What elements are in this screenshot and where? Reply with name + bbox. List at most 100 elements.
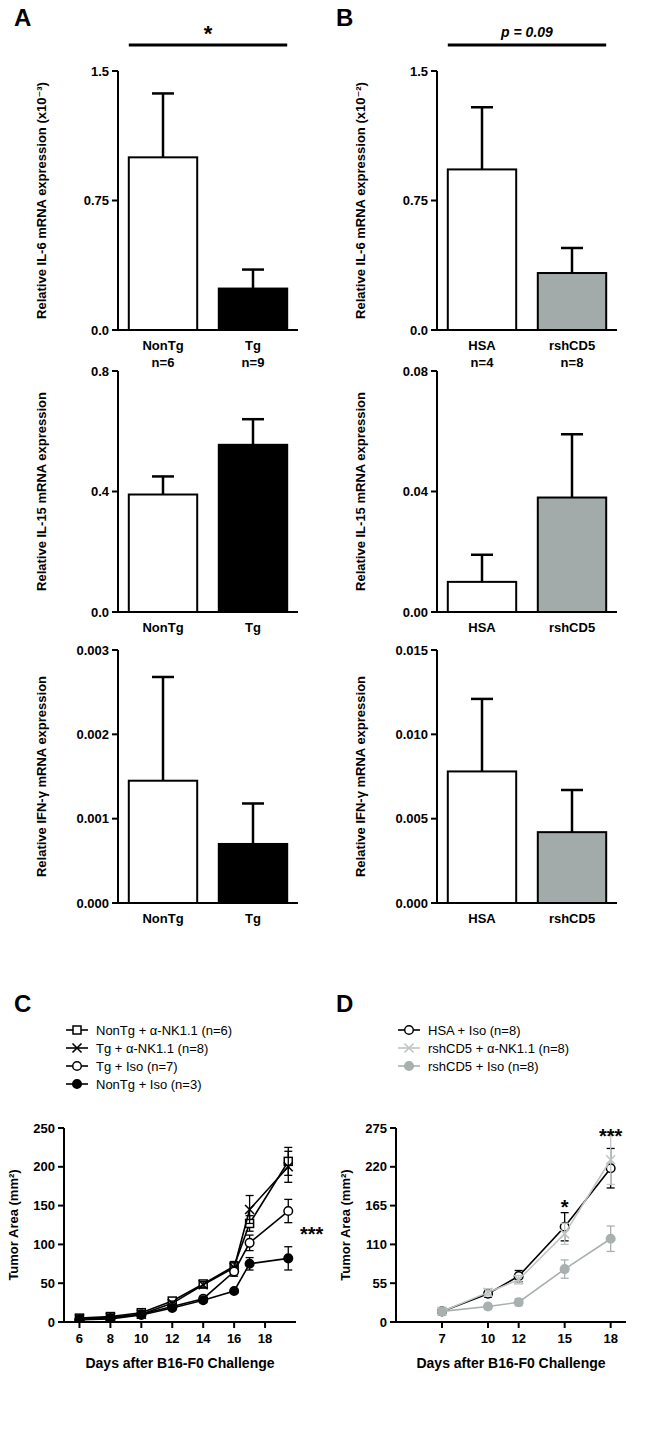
x-tick-label: 10 (481, 1331, 495, 1346)
legend-label: Tg + Iso (n=7) (96, 1059, 178, 1074)
y-tick (58, 1282, 64, 1284)
bar (219, 445, 287, 612)
y-tick-label: 100 (33, 1237, 55, 1252)
y-tick-label: 250 (33, 1121, 55, 1136)
marker (199, 1296, 208, 1305)
panel-label: D (336, 990, 353, 1017)
marker (73, 1080, 82, 1089)
category-label: rshCD5 (549, 620, 595, 635)
y-tick-label: 0 (48, 1315, 55, 1330)
error-cap (515, 1270, 523, 1271)
error-bar (246, 1196, 254, 1224)
legend-entry: Tg + Iso (n=7) (66, 1059, 178, 1074)
x-axis (437, 329, 617, 331)
bar-chart: 0.00.40.8Relative IL-15 mRNA expressionN… (34, 364, 298, 636)
background (0, 0, 650, 1445)
error-bar (152, 93, 174, 157)
sample-size-label: n=4 (471, 355, 495, 370)
marker (438, 1307, 447, 1316)
marker (284, 1254, 293, 1263)
error-cap (152, 676, 174, 679)
marker (560, 1229, 569, 1238)
y-tick (431, 902, 437, 904)
y-tick-label: 0.75 (403, 193, 428, 208)
sample-size-label: n=8 (561, 355, 584, 370)
marker (137, 1311, 146, 1320)
legend-entry: rshCD5 + Iso (n=8) (398, 1059, 539, 1074)
y-tick (58, 1127, 64, 1129)
line-chart: 710121518Days after B16-F0 Challenge0551… (338, 1023, 626, 1372)
error-bar (284, 1247, 292, 1270)
bar-chart: 0.000.040.08Relative IL-15 mRNA expressi… (353, 364, 617, 636)
x-tick-label: 7 (438, 1331, 445, 1346)
error-bar (561, 1223, 569, 1244)
error-bar (284, 1199, 292, 1222)
plot-area (75, 1147, 293, 1322)
error-bar (471, 107, 493, 169)
bar (219, 289, 287, 330)
marker (606, 1155, 615, 1164)
marker (245, 1260, 254, 1269)
error-line (252, 419, 255, 445)
error-cap (471, 106, 493, 109)
x-axis-label: Days after B16-F0 Challenge (85, 1355, 274, 1371)
legend-entry: Tg + α-NK1.1 (n=8) (66, 1041, 208, 1056)
y-tick (431, 818, 437, 820)
y-tick (112, 818, 118, 820)
error-cap (246, 1195, 254, 1196)
annotation: *** (300, 1223, 324, 1245)
y-tick-label: 0.4 (91, 484, 110, 499)
y-tick (112, 733, 118, 735)
plot-area (448, 107, 606, 330)
figure: ABCD0.00.751.5Relative IL-6 mRNA express… (0, 0, 650, 1445)
y-axis-label: Relative IFN-γ mRNA expression (353, 676, 368, 877)
y-axis-label: Relative IL-15 mRNA expression (353, 392, 368, 591)
y-tick-label: 0.003 (76, 643, 109, 658)
x-tick (140, 1322, 142, 1328)
legend-entry: NonTg + α-NK1.1 (n=6) (66, 1023, 232, 1038)
legend-label: HSA + Iso (n=8) (428, 1023, 521, 1038)
x-axis (437, 611, 617, 613)
error-cap (284, 1147, 292, 1148)
sample-size-label: n=6 (152, 355, 175, 370)
y-tick-label: 0.00 (403, 605, 428, 620)
error-cap (607, 1187, 615, 1188)
annotation: * (561, 1196, 569, 1218)
y-axis-label: Relative IL-15 mRNA expression (34, 392, 49, 591)
x-axis (396, 1321, 626, 1323)
error-cap (471, 698, 493, 701)
error-line (252, 270, 255, 289)
error-cap (607, 1184, 615, 1185)
legend-label: Tg + α-NK1.1 (n=8) (96, 1041, 208, 1056)
error-cap (246, 1250, 254, 1251)
error-cap (561, 247, 583, 250)
x-tick (518, 1322, 520, 1328)
bar (538, 498, 606, 612)
bar (129, 781, 197, 903)
error-bar (607, 1226, 615, 1251)
x-tick (233, 1322, 235, 1328)
x-axis (118, 902, 298, 904)
y-tick-label: 0.0 (91, 605, 109, 620)
error-line (571, 434, 574, 497)
panel-label: A (14, 4, 31, 31)
legend-entry: HSA + Iso (n=8) (398, 1023, 521, 1038)
y-tick-label: 55 (373, 1276, 387, 1291)
error-cap (284, 1222, 292, 1223)
bar (448, 582, 516, 612)
plot-area (448, 434, 606, 612)
category-label: HSA (468, 338, 496, 353)
error-bar (246, 1258, 254, 1270)
error-cap (284, 1246, 292, 1247)
y-tick (58, 1243, 64, 1245)
error-bar (230, 1267, 238, 1276)
y-tick-label: 275 (365, 1121, 387, 1136)
marker (484, 1288, 493, 1297)
series-line (442, 1239, 611, 1312)
error-line (162, 476, 165, 494)
error-cap (152, 92, 174, 95)
series-line (442, 1168, 611, 1311)
category-label: NonTg (142, 338, 183, 353)
y-tick (112, 200, 118, 202)
error-bar (152, 677, 174, 781)
